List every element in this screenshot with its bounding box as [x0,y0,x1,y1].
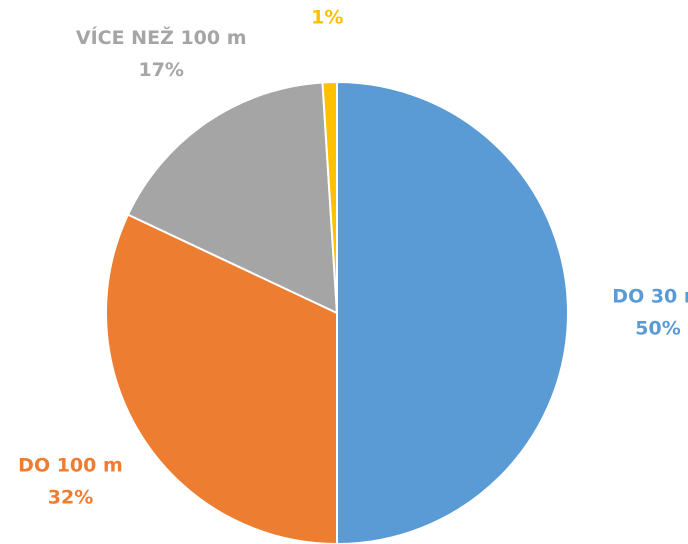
slice-label: DO 30 m [612,286,688,308]
pie-slice [336,80,569,544]
slice-value-label: 50% [635,318,680,340]
slice-value-label: 17% [138,59,183,81]
slice-value-label: 1% [311,7,343,29]
pie-slice [105,213,338,544]
pie-slice [126,81,339,315]
slice-value-label: 32% [48,487,93,509]
slice-label: VÍCE NEŽ 100 m [76,26,247,49]
slice-label: DO 100 m [18,455,123,477]
pie-slice [321,80,338,314]
